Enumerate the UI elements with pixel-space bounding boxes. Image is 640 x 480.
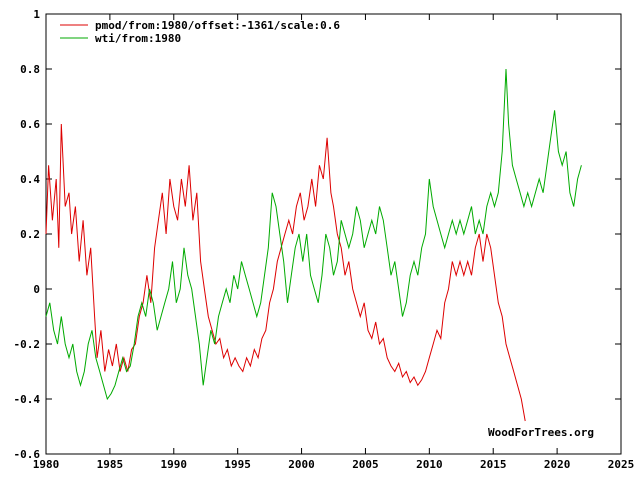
credit-label: WoodForTrees.org (488, 426, 594, 439)
y-tick-label: 0.8 (20, 63, 40, 76)
series-group (45, 68, 582, 422)
series-line-1 (45, 68, 582, 401)
x-tick-label: 2015 (480, 458, 507, 471)
x-tick-label: 1990 (161, 458, 188, 471)
legend-label-pmod: pmod/from:1980/offset:-1361/scale:0.6 (95, 19, 340, 32)
x-tick-label: 2025 (608, 458, 635, 471)
y-tick-label: 0 (33, 283, 40, 296)
y-tick-label: -0.2 (14, 338, 41, 351)
legend: pmod/from:1980/offset:-1361/scale:0.6 wt… (60, 19, 340, 45)
x-tick-label: 1995 (224, 458, 251, 471)
x-tick-label: 2000 (288, 458, 315, 471)
y-tick-label: -0.6 (14, 448, 41, 461)
y-tick-label: 0.4 (20, 173, 40, 186)
y-tick-label: 0.2 (20, 228, 40, 241)
legend-label-wti: wti/from:1980 (95, 32, 181, 45)
x-tick-label: 1980 (33, 458, 60, 471)
plot-frame (45, 13, 622, 455)
axis-ticks: 1980 1985 1990 1995 2000 2005 2010 2015 2020 2025… (14, 8, 635, 471)
x-tick-label: 2020 (544, 458, 571, 471)
series-line-0 (45, 123, 526, 422)
y-tick-label: 0.6 (20, 118, 40, 131)
y-tick-label: -0.4 (14, 393, 41, 406)
x-tick-label: 1985 (97, 458, 124, 471)
y-tick-label: 1 (33, 8, 40, 21)
x-tick-label: 2010 (416, 458, 443, 471)
x-tick-label: 2005 (352, 458, 379, 471)
